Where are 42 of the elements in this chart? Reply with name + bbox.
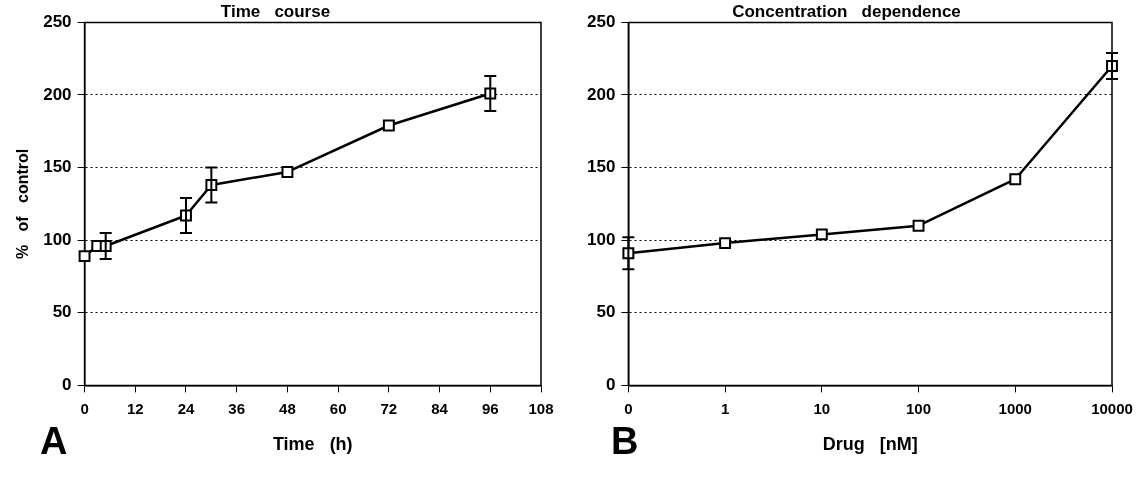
y-tick-label: 150	[586, 157, 616, 177]
point	[719, 237, 732, 250]
point	[815, 228, 828, 241]
point	[1009, 173, 1022, 186]
point	[912, 219, 925, 232]
x-tick-label: 0	[80, 399, 89, 417]
x-tick-label: 100	[906, 399, 932, 417]
y-axis-title: % of control	[14, 148, 32, 260]
y-tick-label: 150	[43, 157, 72, 177]
point	[281, 166, 294, 178]
chart-title: Concentration dependence	[732, 1, 961, 21]
x-tick-label: 96	[481, 399, 499, 417]
y-tick-label: 50	[596, 302, 616, 322]
x-tick-label: 1000	[998, 399, 1032, 417]
y-tick-label: 200	[586, 84, 616, 104]
x-tick-label: 10	[813, 399, 831, 417]
y-tick-label: 100	[586, 229, 616, 249]
chart-title: Time course	[220, 1, 331, 21]
x-tick-label: 108	[528, 399, 554, 417]
x-tick-label: 60	[329, 399, 347, 417]
text: B	[611, 420, 639, 463]
y-tick-label: 250	[586, 12, 616, 32]
x-tick-label: 12	[126, 399, 144, 417]
x-axis-title: Drug [nM]	[822, 434, 918, 455]
y-tick-label: 0	[605, 375, 616, 395]
x-tick-label: 0	[624, 399, 633, 417]
y-tick-label: 0	[62, 375, 72, 395]
y-tick-label: 100	[43, 229, 72, 249]
x-tick-label: 10000	[1091, 399, 1133, 417]
x-axis-title: Time (h)	[272, 434, 353, 455]
x-tick-label: 48	[279, 399, 296, 417]
x-tick-label: 1	[720, 399, 730, 417]
x-tick-label: 84	[431, 399, 449, 417]
y-tick-label: 250	[43, 12, 72, 32]
point	[382, 119, 395, 132]
y-tick-label: 200	[43, 84, 72, 104]
x-tick-label: 36	[228, 399, 246, 417]
x-tick-label: 72	[380, 399, 398, 417]
point	[78, 250, 91, 263]
text: A	[40, 420, 68, 463]
x-tick-label: 24	[177, 399, 195, 417]
y-tick-label: 50	[52, 302, 72, 322]
